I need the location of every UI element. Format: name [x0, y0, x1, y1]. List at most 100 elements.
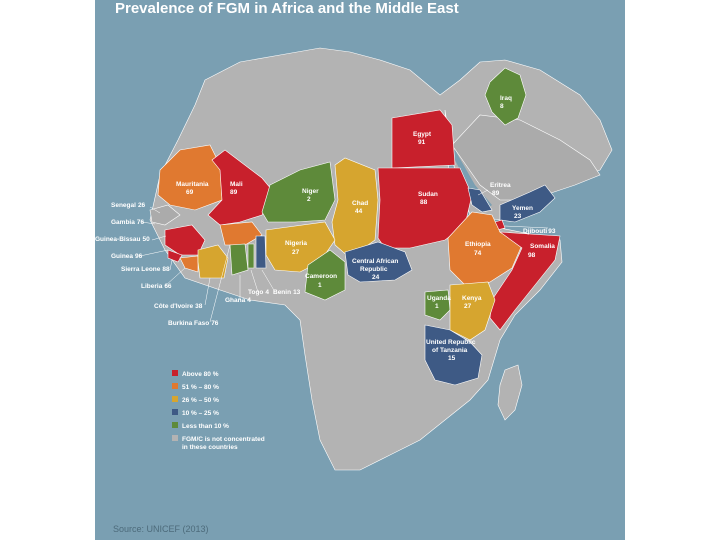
svg-text:Djibouti93: Djibouti93: [523, 228, 556, 235]
svg-text:23: 23: [514, 213, 522, 220]
legend-swatch-not-concentrated: [172, 435, 178, 441]
legend-swatch-51-80: [172, 383, 178, 389]
svg-text:of Tanzania: of Tanzania: [432, 347, 468, 354]
label-chad: Chad 44: [352, 200, 368, 215]
label-togo: Togo 4: [248, 289, 269, 296]
label-senegal: Senegal 26: [111, 202, 146, 209]
legend-label-below-10: Less than 10 %: [182, 423, 229, 430]
label-gambia: Gambia 76: [111, 219, 144, 226]
svg-text:88: 88: [420, 199, 428, 206]
label-uganda: Uganda 1: [427, 295, 451, 310]
country-senegal: [149, 204, 181, 226]
country-mali: [207, 149, 273, 226]
label-sierra-leone: Sierra Leone 88: [121, 266, 170, 273]
country-somalia: [489, 231, 561, 331]
svg-text:Ethiopia: Ethiopia: [465, 241, 491, 248]
label-cameroon: Cameroon 1: [305, 273, 337, 289]
label-cote-divoire: Côte d'Ivoire 38: [154, 303, 203, 310]
country-benin: [255, 235, 267, 269]
legend: Above 80 % 51 % – 80 % 26 % – 50 % 10 % …: [172, 370, 265, 451]
country-kenya: [449, 281, 496, 341]
label-guinea: Guinea 96: [111, 253, 143, 260]
svg-text:Kenya: Kenya: [462, 295, 482, 302]
country-egypt: [391, 109, 456, 169]
country-mauritania: [157, 144, 223, 211]
madagascar: [497, 364, 523, 421]
label-yemen: Yemen 23: [512, 205, 533, 220]
label-guinea-bissau: Guinea-Bissau 50: [95, 236, 150, 243]
svg-text:8: 8: [500, 103, 504, 110]
svg-text:Eritrea: Eritrea: [490, 182, 511, 189]
legend-label-above-80: Above 80 %: [182, 371, 219, 378]
svg-text:1: 1: [318, 282, 322, 289]
country-sierra-leone: [167, 249, 183, 263]
svg-text:Iraq: Iraq: [500, 95, 512, 102]
label-ghana: Ghana 4: [225, 297, 251, 304]
label-tanzania: United Republic of Tanzania 15: [426, 339, 476, 362]
label-liberia: Liberia 66: [141, 283, 172, 290]
country-sudan: [377, 167, 473, 249]
svg-text:Egypt: Egypt: [413, 131, 432, 138]
svg-text:Uganda: Uganda: [427, 295, 451, 302]
country-tanzania: [424, 324, 483, 386]
legend-label-26-50: 26 % – 50 %: [182, 397, 219, 404]
label-egypt: Egypt 91: [413, 131, 432, 146]
country-car: [344, 241, 413, 283]
svg-text:Central African: Central African: [352, 258, 398, 265]
map-title: Prevalence of FGM in Africa and the Midd…: [115, 0, 459, 17]
svg-text:1: 1: [435, 303, 439, 310]
svg-text:91: 91: [418, 139, 426, 146]
country-niger: [261, 161, 336, 223]
label-ethiopia: Ethiopia 74: [465, 241, 491, 257]
svg-text:Niger: Niger: [302, 188, 319, 195]
svg-text:44: 44: [355, 208, 363, 215]
svg-text:Chad: Chad: [352, 200, 368, 207]
country-ethiopia: [447, 211, 523, 289]
label-car: Central African Republic 24: [352, 258, 398, 281]
country-burkina-faso: [219, 221, 263, 246]
svg-text:2: 2: [307, 196, 311, 203]
legend-label-not-concentrated-2: in these countries: [182, 444, 238, 451]
label-benin: Benin 13: [273, 289, 301, 296]
legend-swatch-26-50: [172, 396, 178, 402]
svg-text:15: 15: [448, 355, 456, 362]
legend-label-51-80: 51 % – 80 %: [182, 384, 219, 391]
svg-text:89: 89: [492, 190, 500, 197]
label-sudan: Sudan 88: [418, 191, 438, 206]
legend-swatch-above-80: [172, 370, 178, 376]
svg-text:Cameroon: Cameroon: [305, 273, 337, 280]
country-yemen: [499, 184, 556, 223]
svg-text:Somalia: Somalia: [530, 243, 555, 250]
country-liberia: [179, 255, 199, 273]
country-cote-divoire: [197, 244, 229, 279]
svg-text:Republic: Republic: [360, 266, 388, 273]
label-iraq: Iraq 8: [500, 95, 512, 110]
label-eritrea: Eritrea 89: [490, 182, 511, 197]
svg-text:Mauritania: Mauritania: [176, 181, 209, 188]
label-nigeria: Nigeria 27: [285, 240, 307, 256]
legend-label-10-25: 10 % – 25 %: [182, 410, 219, 417]
label-djibouti: Djibouti93: [523, 228, 556, 235]
svg-text:27: 27: [292, 249, 300, 256]
label-niger: Niger 2: [302, 188, 319, 203]
country-togo: [247, 243, 255, 269]
label-burkina-faso: Burkina Faso 76: [168, 320, 219, 327]
country-uganda: [424, 289, 451, 321]
country-iraq: [484, 67, 527, 126]
svg-text:United Republic: United Republic: [426, 339, 476, 346]
svg-text:Nigeria: Nigeria: [285, 240, 307, 247]
arabian-peninsula: [451, 114, 601, 201]
source-note: Source: UNICEF (2013): [113, 524, 209, 534]
legend-swatch-below-10: [172, 422, 178, 428]
country-eritrea: [467, 187, 493, 213]
country-cameroon: [304, 249, 346, 301]
svg-text:98: 98: [528, 252, 536, 259]
svg-text:74: 74: [474, 250, 482, 257]
